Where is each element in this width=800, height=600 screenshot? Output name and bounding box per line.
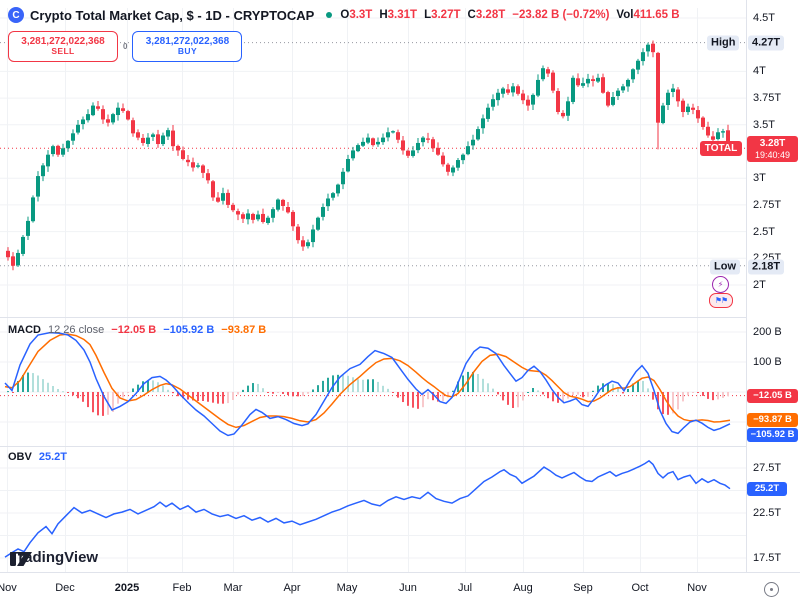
price-axis-tick: 2.75T [753, 198, 782, 211]
tradingview-mark-icon [10, 552, 32, 566]
spread-value: 0 [123, 42, 128, 51]
volume-label: Vol [616, 9, 634, 21]
time-axis-label: 2025 [114, 582, 140, 594]
obv-value: 25.2T [38, 451, 67, 463]
buy-price: 3,281,272,022,368 [145, 35, 230, 47]
macd-axis-tick: 100 B [753, 356, 782, 368]
low-label: L [424, 9, 432, 21]
macd-axis-badge: −93.87 B [747, 413, 798, 428]
goto-realtime-button[interactable] [764, 582, 779, 597]
macd-params: 12 26 close [48, 324, 105, 336]
high-price-value: 4.27T [748, 35, 785, 51]
macd-axis-badge: −12.05 B [747, 388, 798, 403]
price-axis-tick: 2T [753, 279, 766, 291]
time-axis-label: Mar [223, 582, 243, 594]
ohlc-readout: O3.3T H3.31T L3.27T C3.28T −23.82 B (−0.… [340, 9, 679, 21]
time-axis-label: Jun [399, 582, 417, 594]
high-label: H [379, 9, 388, 21]
buy-button[interactable]: 3,281,272,022,368 BUY [132, 31, 243, 62]
close-label: C [467, 9, 476, 21]
price-axis-tick: 3.75T [753, 92, 782, 105]
time-axis-label: May [336, 582, 358, 594]
tradingview-logo-text: TradingView [10, 549, 99, 566]
time-axis-label: Oct [631, 582, 649, 594]
price-scale[interactable]: 4.5T 4T 3.75T 3.5T 3T 2.75T 2.5T 2.25T 2T 200 B 10… [746, 0, 800, 572]
sell-label: SELL [51, 46, 75, 57]
time-axis-label: Nov [0, 582, 17, 594]
price-axis-tick: 3.5T [753, 118, 776, 131]
time-axis-label: Nov [687, 582, 707, 594]
price-axis-tick: 3T [753, 172, 766, 185]
symbol-title[interactable]: Crypto Total Market Cap, $ - 1D - CRYPTO… [30, 7, 315, 23]
high-price-label: High [707, 35, 740, 51]
high-value: 3.31T [387, 9, 418, 21]
price-axis-tick: 4.5T [753, 12, 776, 24]
low-value: 3.27T [431, 9, 461, 21]
chart-canvas[interactable] [0, 0, 800, 572]
macd-title[interactable]: MACD [8, 324, 41, 336]
time-axis-label: Sep [573, 582, 593, 594]
last-price-badge: 3.28T 19:40:49 [747, 136, 798, 162]
obv-axis-badge: 25.2T [747, 481, 787, 496]
volume-value: 411.65 B [633, 9, 680, 21]
macd-line-value: −105.92 B [163, 324, 215, 336]
macd-hist-value: −12.05 B [111, 324, 157, 336]
low-price-label: Low [710, 259, 740, 275]
flags-indicator-icon[interactable]: ⚑⚑ [709, 293, 733, 308]
obv-title[interactable]: OBV [8, 451, 32, 463]
buy-label: BUY [177, 46, 198, 57]
time-axis[interactable]: Nov Dec 2025 Feb Mar Apr May Jun Jul Aug Sep Oct Nov [0, 572, 800, 600]
bar-countdown: 19:40:49 [754, 149, 791, 160]
symbol-price-label: TOTAL [700, 141, 742, 156]
open-label: O [340, 9, 350, 21]
close-value: 3.28T [475, 9, 506, 21]
obv-axis-tick: 27.5T [753, 462, 782, 474]
macd-signal-value: −93.87 B [221, 324, 267, 336]
last-price-value: 3.28T [759, 137, 786, 149]
obv-axis-tick: 22.5T [753, 507, 782, 519]
time-axis-label: Jul [457, 582, 473, 594]
change-value: −23.82 B (−0.72%) [512, 9, 610, 21]
sell-price: 3,281,272,022,368 [21, 35, 105, 47]
tradingview-logo[interactable]: TradingView [10, 549, 98, 566]
sell-button[interactable]: 3,281,272,022,368 SELL [8, 31, 118, 62]
price-axis-tick: 4T [753, 65, 766, 78]
open-value: 3.3T [349, 9, 373, 21]
macd-axis-badge: −105.92 B [747, 428, 798, 443]
time-axis-label: Apr [283, 582, 301, 594]
symbol-logo-icon: C [8, 7, 24, 23]
time-axis-label: Aug [513, 582, 533, 594]
low-price-value: 2.18T [748, 259, 785, 275]
price-axis-tick: 2.5T [753, 225, 776, 238]
market-status-dot-icon [326, 12, 333, 18]
time-axis-label: Dec [55, 582, 75, 594]
lightning-indicator-icon[interactable]: ⚡ [712, 276, 729, 293]
obv-axis-tick: 17.5T [753, 552, 782, 564]
macd-axis-tick: 200 B [753, 326, 782, 338]
time-axis-label: Feb [172, 582, 192, 594]
